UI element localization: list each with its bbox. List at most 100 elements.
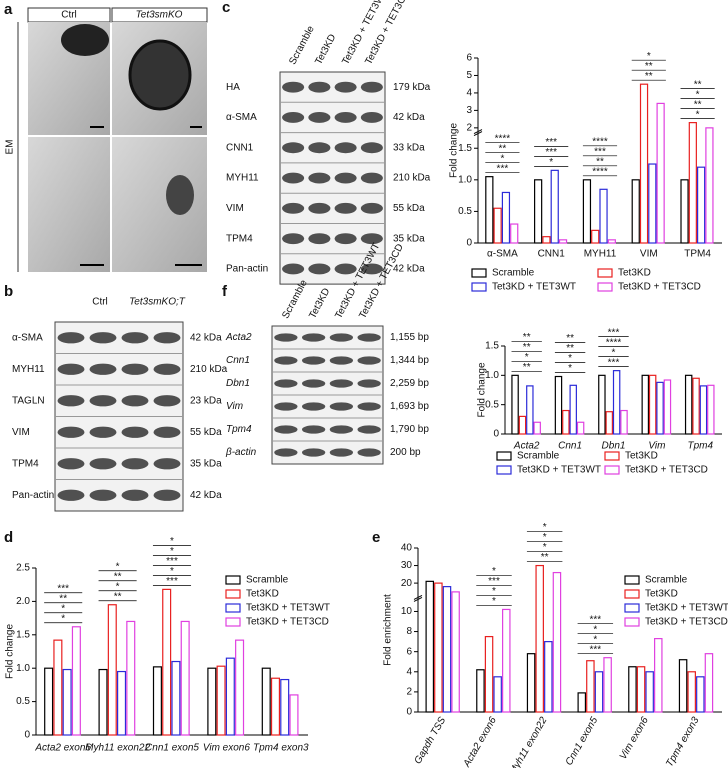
row-label: α-SMA (12, 332, 43, 343)
bar (533, 421, 541, 435)
legend-label: Tet3KD + TET3CD (246, 617, 329, 628)
x-tick-label: Cnn1 exon5 (564, 715, 601, 768)
significance-label: * (593, 624, 597, 635)
blot-band (153, 426, 181, 438)
em-nucleus (61, 24, 109, 56)
blot-band (357, 379, 381, 388)
significance-label: **** (495, 133, 511, 144)
x-tick-label: Tpm4 exon3 (253, 743, 309, 754)
blot-band (274, 333, 298, 342)
significance-label: * (593, 634, 597, 645)
blot-band (334, 81, 357, 93)
bar (620, 409, 628, 435)
blot-band (282, 111, 305, 123)
blot-band (360, 233, 383, 245)
size-label: 1,155 bp (390, 332, 429, 343)
size-label: 42 kDa (190, 332, 222, 343)
significance-label: * (543, 532, 547, 543)
blot-band (282, 263, 305, 275)
significance-label: ** (645, 71, 653, 82)
y-tick-label: 8 (406, 626, 412, 637)
lane-label: Tet3KD (313, 33, 338, 67)
significance-label: * (543, 522, 547, 533)
bar (641, 374, 650, 435)
blot-band (308, 142, 331, 154)
y-tick-label: 0 (406, 707, 412, 718)
blot-band (282, 81, 305, 93)
blot-band (153, 395, 181, 407)
significance-label: **** (606, 337, 622, 348)
blot-band (57, 395, 85, 407)
significance-label: ** (566, 333, 574, 344)
y-axis-label: Fold enrichment (383, 594, 394, 666)
size-label: 210 kDa (190, 364, 228, 375)
bar (518, 415, 527, 435)
row-label: Pan-actin (12, 490, 54, 501)
row-label: Tpm4 (226, 424, 252, 435)
bar (126, 620, 136, 736)
em-nucleus (128, 39, 192, 111)
blot-band (89, 363, 117, 375)
blot-band (274, 425, 298, 434)
bar (562, 409, 570, 435)
y-axis-label: Fold change (5, 624, 16, 679)
blot-band (121, 395, 149, 407)
blot-band (360, 142, 383, 154)
x-tick-label: Cnn1 exon5 (145, 743, 199, 754)
bar (171, 660, 181, 736)
bar (180, 620, 190, 736)
significance-label: ** (523, 332, 531, 343)
blot-band (89, 426, 117, 438)
legend-swatch (471, 268, 487, 278)
blot-band (357, 356, 381, 365)
bar (648, 163, 657, 244)
bar (576, 421, 585, 435)
y-axis-label: Fold change (449, 123, 460, 178)
blot-band (334, 263, 357, 275)
row-label: VIM (226, 203, 244, 214)
x-tick-label: Dbn1 (602, 441, 626, 452)
legend-swatch (225, 589, 241, 599)
y-tick-label: 40 (401, 543, 413, 554)
legend-swatch (471, 282, 487, 292)
bar (654, 638, 663, 713)
legend-swatch (604, 465, 620, 475)
panel-label: e (372, 529, 380, 546)
legend-label: Tet3KD + TET3WT (645, 603, 728, 614)
significance-label: *** (57, 583, 69, 594)
row-label: β-actin (225, 447, 257, 458)
bar (586, 660, 595, 713)
blot-band (357, 333, 381, 342)
bar (493, 207, 502, 244)
bar (639, 83, 649, 244)
y-tick-label: 30 (401, 560, 413, 571)
size-label: 42 kDa (393, 112, 425, 123)
bar (425, 580, 435, 713)
row-label: VIM (12, 427, 30, 438)
y-tick-label: 1.0 (458, 174, 472, 185)
y-tick-label: 2.0 (16, 596, 30, 607)
blot-band (308, 81, 331, 93)
significance-label: *** (497, 163, 509, 174)
size-label: 55 kDa (393, 203, 425, 214)
legend-swatch (624, 617, 640, 627)
lane-label: Tet3smKO;T (129, 297, 186, 308)
size-label: 35 kDa (190, 458, 222, 469)
x-tick-label: Acta2 exon6 (34, 743, 91, 754)
bar (289, 694, 299, 736)
lane-label: Ctrl (92, 297, 108, 308)
legend-swatch (225, 575, 241, 585)
significance-label: * (525, 352, 529, 363)
bar (648, 374, 657, 435)
blot-band (274, 402, 298, 411)
bar (552, 571, 562, 713)
blot-band (329, 333, 354, 342)
size-label: 179 kDa (393, 82, 431, 93)
legend-label: Tet3KD + TET3CD (618, 282, 701, 293)
y-tick-label: 4 (466, 88, 472, 99)
significance-label: * (568, 353, 572, 364)
row-label: TPM4 (12, 458, 39, 469)
bar (207, 667, 217, 736)
legend-swatch (496, 465, 512, 475)
